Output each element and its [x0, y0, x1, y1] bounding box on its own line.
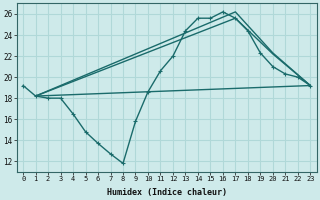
- X-axis label: Humidex (Indice chaleur): Humidex (Indice chaleur): [107, 188, 227, 197]
